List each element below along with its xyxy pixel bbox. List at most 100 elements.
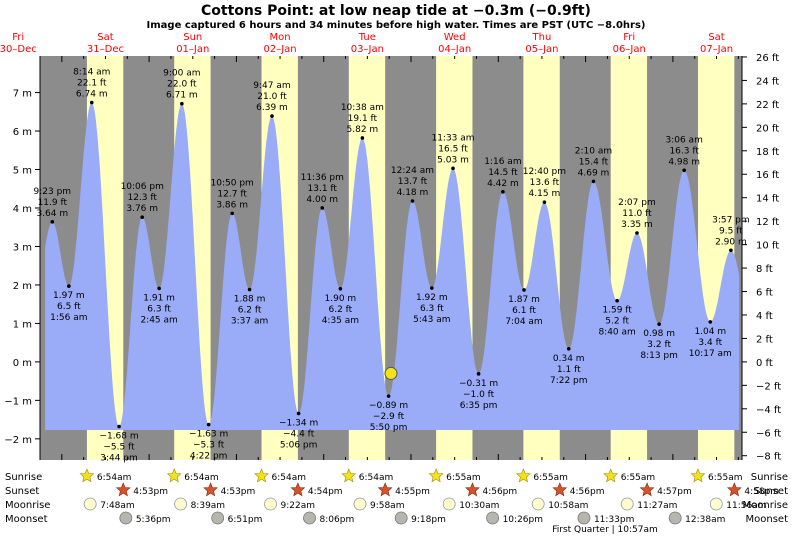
moonset-time: 6:51pm: [228, 515, 263, 525]
day-name: Fri: [623, 32, 635, 43]
tide-label: 9.5 ft: [719, 226, 743, 236]
left-axis-label: 4 m: [13, 204, 32, 215]
tide-label: 13.7 ft: [398, 177, 428, 187]
moonrise-time: 10:30am: [459, 501, 499, 511]
sunrise-time: 6:55am: [708, 473, 743, 483]
tide-label: −1.34 m: [279, 418, 318, 428]
tide-label: 6.1 ft: [512, 306, 536, 316]
tide-label: 7:22 pm: [550, 376, 588, 386]
tide-label: 10:17 am: [689, 349, 732, 359]
tide-label: 6.3 ft: [147, 304, 171, 314]
tide-point: [296, 411, 301, 416]
tide-point: [476, 372, 481, 376]
tide-label: 9:47 am: [253, 81, 290, 91]
tide-label: 3:37 am: [231, 317, 268, 327]
day-name: Fri: [12, 32, 24, 43]
sunset-icon: [639, 482, 655, 497]
day-date: 30–Dec: [0, 44, 37, 55]
moonrise-time: 11:56am: [726, 501, 766, 511]
tide-label: 12.3 ft: [127, 193, 157, 203]
tide-label: 5:50 pm: [370, 423, 408, 433]
sunrise-time: 6:55am: [621, 473, 656, 483]
tide-label: 5:06 pm: [280, 440, 318, 450]
moonrise-icon: [442, 497, 456, 511]
tide-label: 5:43 am: [413, 315, 450, 325]
right-axis-feet: −8 ft −6 ft −4 ft −2 ft 0 ft 2 ft 4 ft 6 ft 8 ft…: [741, 53, 781, 463]
moonrise-time: 7:48am: [100, 501, 135, 511]
left-axis-label: 5 m: [13, 166, 32, 177]
tide-label: 5.82 m: [347, 125, 379, 135]
tide-point: [708, 320, 713, 324]
moonrise-time: 8:39am: [191, 501, 226, 511]
moonrise-time: 9:58am: [370, 501, 405, 511]
sunrise-time: 6:54am: [184, 473, 219, 483]
tide-point: [542, 200, 547, 205]
tide-label: 1.91 m: [143, 293, 175, 303]
moon-phase-label: First Quarter | 10:57am: [552, 525, 658, 535]
tide-label: 10:06 pm: [121, 182, 164, 192]
day-name: Sat: [97, 32, 113, 43]
tide-point: [386, 394, 391, 398]
tide-label: 12.7 ft: [217, 189, 247, 199]
left-axis-label: 3 m: [13, 242, 32, 253]
moonset-time: 5:36pm: [136, 515, 171, 525]
tide-label: 2.90 m: [715, 237, 747, 247]
tide-label: 4:22 pm: [190, 452, 228, 462]
moonset-time: 8:06pm: [320, 515, 355, 525]
tide-label: 3.64 m: [36, 209, 68, 219]
tide-label: 8:40 am: [598, 328, 635, 338]
tide-point: [89, 100, 94, 105]
tide-label: 1.90 m: [325, 294, 357, 304]
right-axis-label: 20 ft: [756, 123, 779, 134]
sunrise-row-label-left: Sunrise: [5, 472, 42, 483]
current-tide-marker: [384, 366, 398, 380]
sunrise-icon: [428, 468, 444, 483]
moonset-icon: [303, 511, 316, 525]
tide-label: −1.68 m: [99, 432, 138, 442]
moonrise-row-label-left: Moonrise: [5, 500, 50, 511]
tide-label: 3:44 pm: [100, 454, 138, 464]
tide-label: 10:38 am: [341, 103, 384, 113]
day-date: 05–Jan: [525, 44, 558, 55]
tide-label: 6.5 ft: [57, 302, 81, 312]
moonset-icon: [211, 511, 225, 525]
sunrise-icon: [79, 468, 95, 483]
tide-point: [591, 179, 596, 184]
left-axis-label: 2 m: [13, 281, 32, 292]
tide-point: [729, 248, 733, 253]
tide-label: 1.88 m: [234, 295, 266, 305]
sunset-time: 4:56pm: [482, 487, 517, 497]
tide-label: 21.0 ft: [257, 92, 287, 102]
sunset-icon: [552, 482, 568, 497]
tide-label: 3.4 ft: [698, 338, 722, 348]
tide-label: 15.4 ft: [579, 157, 609, 167]
tide-label: 6.3 ft: [420, 304, 444, 314]
tide-label: 3.2 ft: [647, 340, 671, 350]
day-name: Wed: [444, 32, 466, 43]
sunset-time: 4:57pm: [657, 487, 692, 497]
right-axis-label: −8 ft: [756, 452, 781, 463]
tide-point: [451, 166, 455, 171]
tide-label: 6.39 m: [256, 103, 288, 113]
tide-label: 12:24 am: [391, 166, 434, 176]
tide-point: [338, 286, 343, 291]
moonset-icon: [394, 511, 408, 525]
tide-label: 2:45 am: [140, 315, 177, 325]
moonset-icon: [486, 511, 499, 525]
tide-point: [180, 101, 184, 106]
day-date: 31–Dec: [87, 44, 124, 55]
axis-ticks: [39, 56, 739, 460]
tide-label: 1.97 m: [53, 291, 85, 301]
tide-point: [430, 286, 434, 290]
moonrise-time: 10:58am: [548, 501, 588, 511]
moonset-icon: [119, 511, 133, 525]
tide-label: 3.86 m: [216, 200, 248, 210]
tide-point: [270, 114, 274, 118]
day-name: Sat: [708, 32, 724, 43]
left-axis-label: 1 m: [13, 319, 32, 330]
day-name: Tue: [358, 32, 376, 43]
tide-point: [117, 424, 121, 429]
right-axis-label: 16 ft: [756, 170, 779, 181]
